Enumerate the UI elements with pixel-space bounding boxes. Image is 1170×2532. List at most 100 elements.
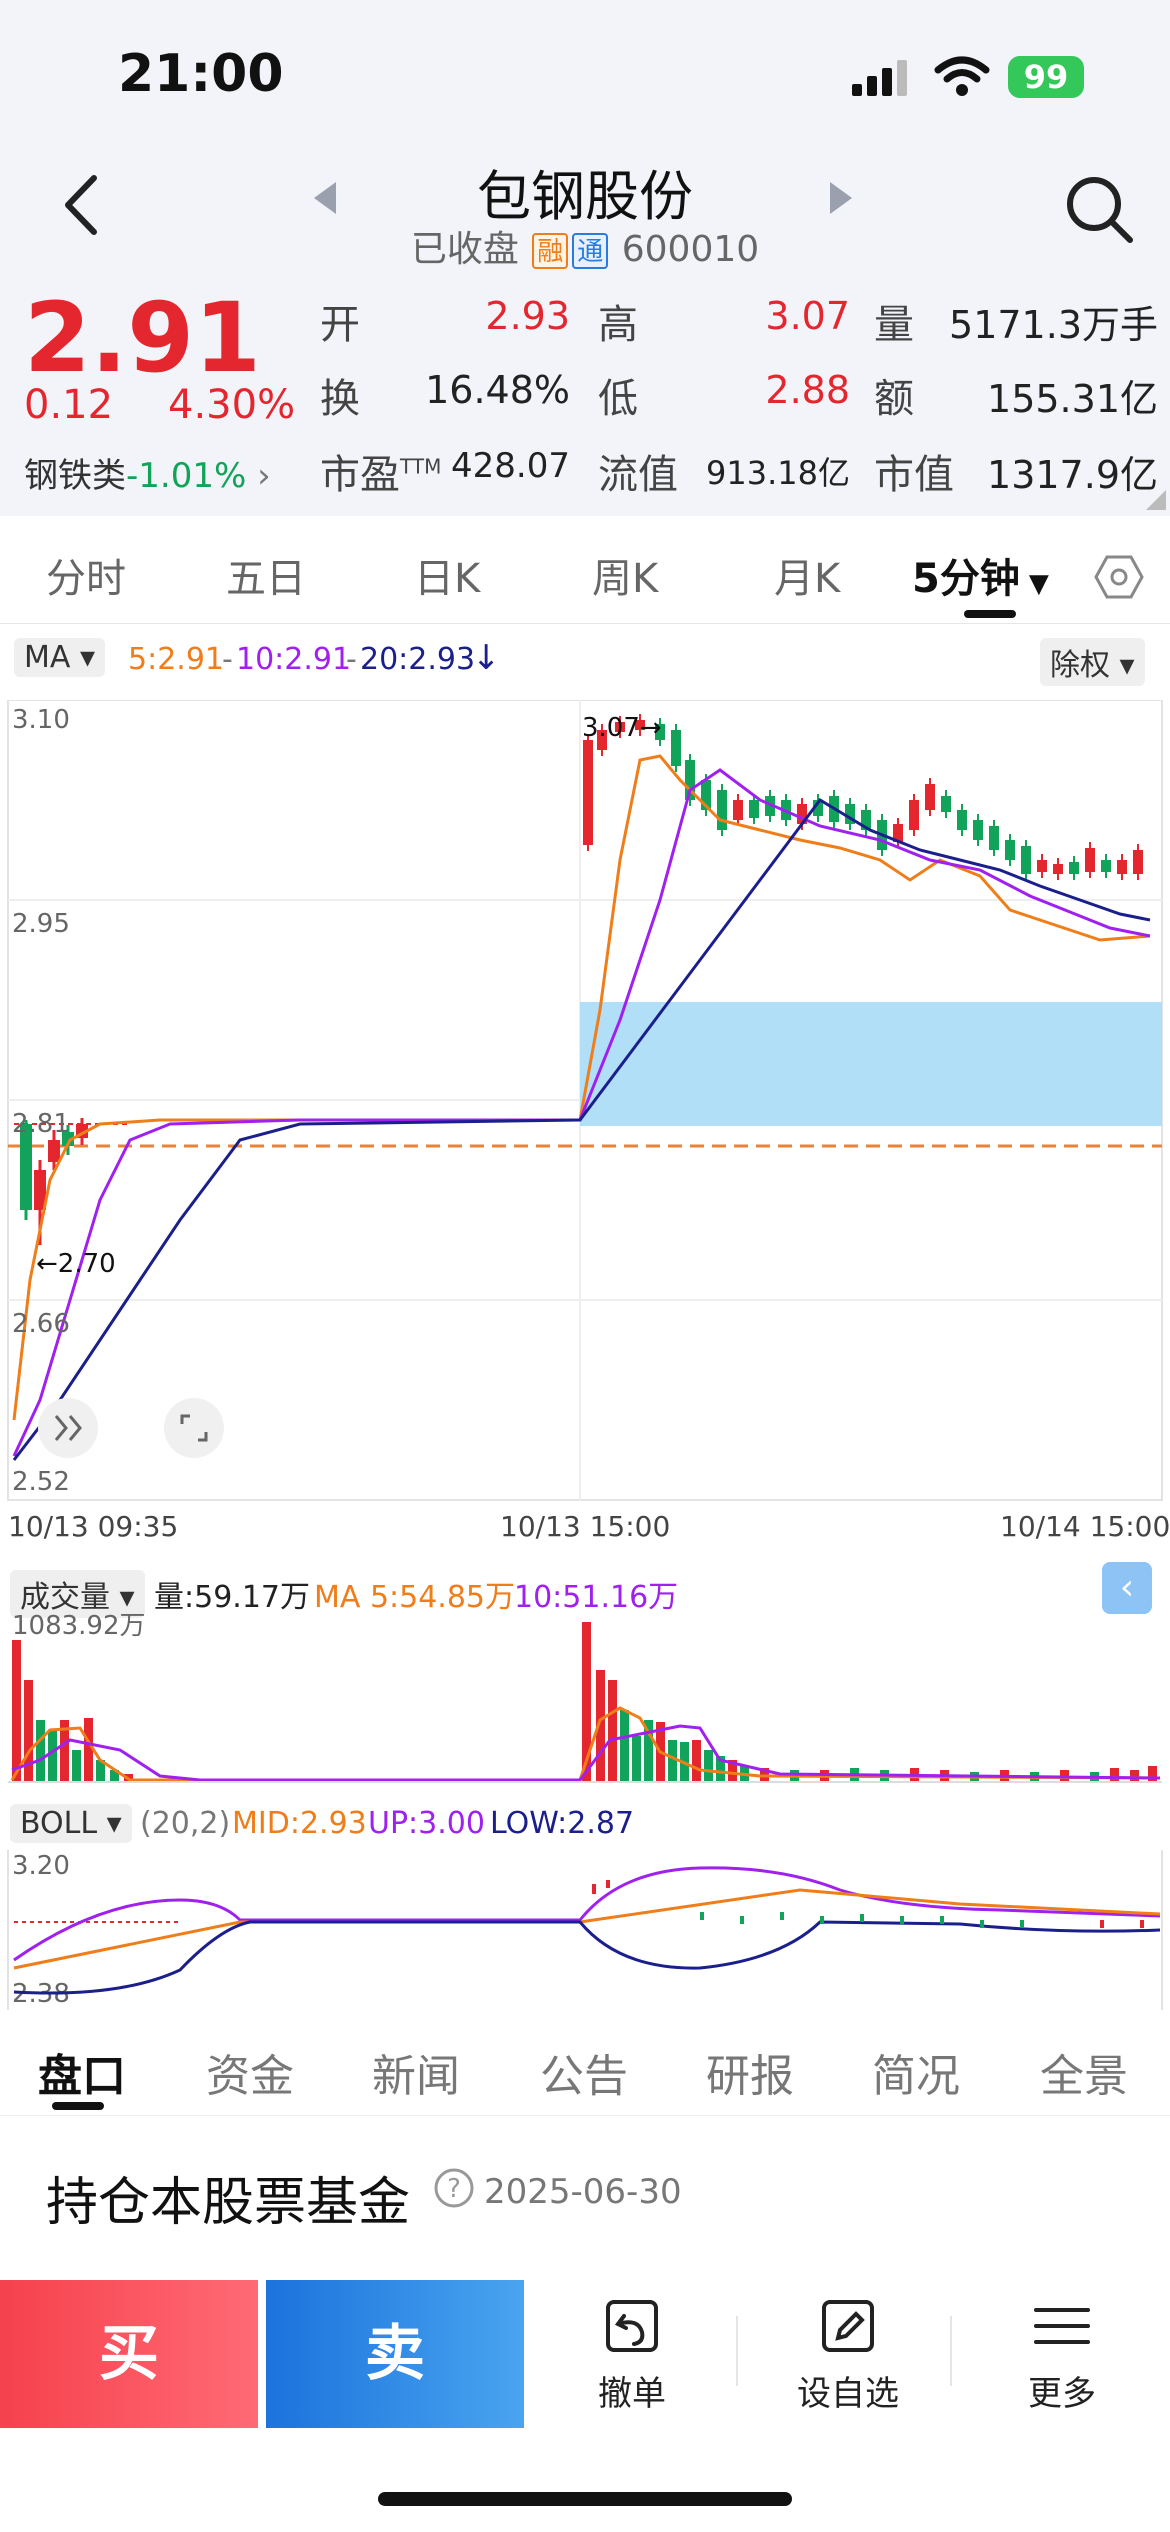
- volume-ma5: MA 5:54.85万: [314, 1580, 516, 1615]
- settings-hex-icon[interactable]: [1094, 554, 1144, 600]
- candle: [635, 720, 645, 730]
- boll-upper-line: [13, 1866, 1161, 1962]
- boll-low: LOW:2.87: [490, 1806, 635, 1841]
- back-button[interactable]: [56, 170, 106, 240]
- candle: [989, 826, 999, 850]
- volume-bar: [12, 1640, 21, 1782]
- fullscreen-button[interactable]: [164, 1398, 224, 1458]
- status-time: 21:00: [118, 44, 284, 104]
- volume-row: 成交量 ▾ 量:59.17万 MA 5:54.85万 10:51.16万 ‹: [0, 1562, 1170, 1618]
- boll-selector[interactable]: BOLL ▾: [10, 1804, 132, 1843]
- tab-intraday[interactable]: 分时: [46, 556, 126, 602]
- adjust-selector[interactable]: 除权 ▾: [1040, 638, 1145, 686]
- candle: [1005, 840, 1015, 860]
- volume-max-label: 1083.92万: [12, 1611, 146, 1641]
- quote-panel: [0, 280, 1170, 516]
- ma-row: MA ▾ 5:2.91 - 10:2.91 - 20:2.93 ↓ 除权 ▾: [0, 632, 1170, 688]
- volume-value: 量:59.17万: [154, 1580, 310, 1615]
- tab-5min[interactable]: 5分钟 ▼: [912, 556, 1049, 602]
- volume-bar: [716, 1756, 725, 1782]
- next-stock-icon[interactable]: [826, 180, 856, 216]
- tab-news[interactable]: 新闻: [372, 2051, 460, 2102]
- sell-button[interactable]: 卖: [266, 2280, 524, 2428]
- y-label-2: 2.95: [12, 909, 70, 939]
- fund-date: 2025-06-30: [484, 2172, 682, 2212]
- tab-underline: [964, 610, 1016, 618]
- volume-bar: [608, 1680, 617, 1782]
- ma5-line: [12, 754, 1151, 1421]
- volume-bar: [692, 1740, 701, 1782]
- candle: [765, 796, 775, 816]
- menu-icon: [1034, 2308, 1090, 2344]
- volume-bar: [96, 1760, 105, 1782]
- low-value: 2.88: [765, 368, 850, 412]
- collapse-panel-button[interactable]: ‹: [1102, 1562, 1152, 1614]
- candle: [20, 1124, 32, 1210]
- candle: [941, 796, 951, 812]
- add-watchlist-button[interactable]: 设自选: [768, 2296, 928, 2415]
- fund-title: 持仓本股票基金: [46, 2173, 411, 2233]
- tab-monthly-k[interactable]: 月K: [774, 556, 841, 602]
- kline-chart[interactable]: 3.10 2.95 2.81 2.66 2.52 3.07→ ←2.70 10/…: [0, 700, 1170, 1570]
- ma-selector[interactable]: MA ▾: [14, 638, 106, 677]
- ma5-value: 5:2.91: [128, 642, 224, 677]
- cancel-order-button[interactable]: 撤单: [552, 2296, 712, 2415]
- tab-research[interactable]: 研报: [706, 2051, 794, 2102]
- tab-daily-k[interactable]: 日K: [414, 556, 481, 602]
- margin-tag: 融: [532, 233, 569, 269]
- candle: [749, 800, 759, 818]
- tab-announcements[interactable]: 公告: [540, 2051, 628, 2102]
- volume-bar: [668, 1740, 677, 1782]
- float-cap-label: 流值: [598, 452, 678, 498]
- expand-left-button[interactable]: [38, 1398, 98, 1458]
- divider: [950, 2316, 952, 2386]
- volume-bar: [620, 1710, 629, 1782]
- sector-link[interactable]: 钢铁类-1.01% ›: [24, 448, 271, 497]
- mcap-label: 市值: [874, 452, 954, 498]
- ma20-line: [12, 798, 1151, 1461]
- pe-label: 市盈TTM: [320, 452, 442, 498]
- boll-y-top: 3.20: [12, 1851, 70, 1881]
- tab-underline: [52, 2102, 104, 2110]
- volume-bar: [60, 1720, 69, 1782]
- volume-ma5-line: [10, 1706, 1161, 1782]
- volume-bar: [632, 1736, 641, 1782]
- candle: [909, 800, 919, 830]
- tab-pankou[interactable]: 盘口: [38, 2051, 126, 2102]
- help-icon[interactable]: ?: [432, 2166, 476, 2210]
- cancel-order-label: 撤单: [598, 2374, 666, 2414]
- detail-tabs: [0, 2010, 1170, 2116]
- boll-mid-line: [13, 1888, 1161, 1970]
- prev-stock-icon[interactable]: [310, 180, 340, 216]
- boll-row: BOLL ▾ (20,2) MID:2.93 UP:3.00 LOW:2.87: [0, 1796, 1170, 1846]
- more-button[interactable]: 更多: [982, 2296, 1142, 2415]
- search-button[interactable]: [1060, 170, 1140, 250]
- tab-overview[interactable]: 全景: [1040, 2051, 1128, 2102]
- tab-weekly-k[interactable]: 周K: [592, 556, 659, 602]
- tab-five-day[interactable]: 五日: [226, 556, 306, 602]
- candle: [733, 800, 743, 820]
- tab-funds[interactable]: 资金: [206, 2051, 294, 2102]
- sector-name: 钢铁类: [24, 456, 126, 496]
- candle: [1133, 850, 1143, 874]
- cancel-order-icon: [606, 2300, 658, 2352]
- tab-profile[interactable]: 简况: [872, 2051, 960, 2102]
- gap-zone: [580, 1002, 1162, 1126]
- volume-value: 5171.3万手: [949, 303, 1158, 347]
- candle: [655, 724, 665, 740]
- candle: [671, 730, 681, 766]
- ma10-value: 10:2.91: [236, 642, 352, 677]
- amount-label: 额: [874, 376, 914, 422]
- volume-bar: [596, 1670, 605, 1782]
- candle: [1053, 864, 1063, 874]
- buy-button[interactable]: 买: [0, 2280, 258, 2428]
- fullscreen-icon: [180, 1414, 208, 1442]
- float-cap-value: 913.18亿: [706, 454, 850, 492]
- ma10-line: [12, 768, 1151, 1457]
- volume-ma10: 10:51.16万: [514, 1580, 679, 1615]
- candle: [861, 810, 871, 830]
- boll-mid: MID:2.93: [232, 1806, 367, 1841]
- candle: [925, 784, 935, 810]
- volume-selector[interactable]: 成交量 ▾: [10, 1570, 145, 1618]
- wifi-icon: [934, 56, 990, 96]
